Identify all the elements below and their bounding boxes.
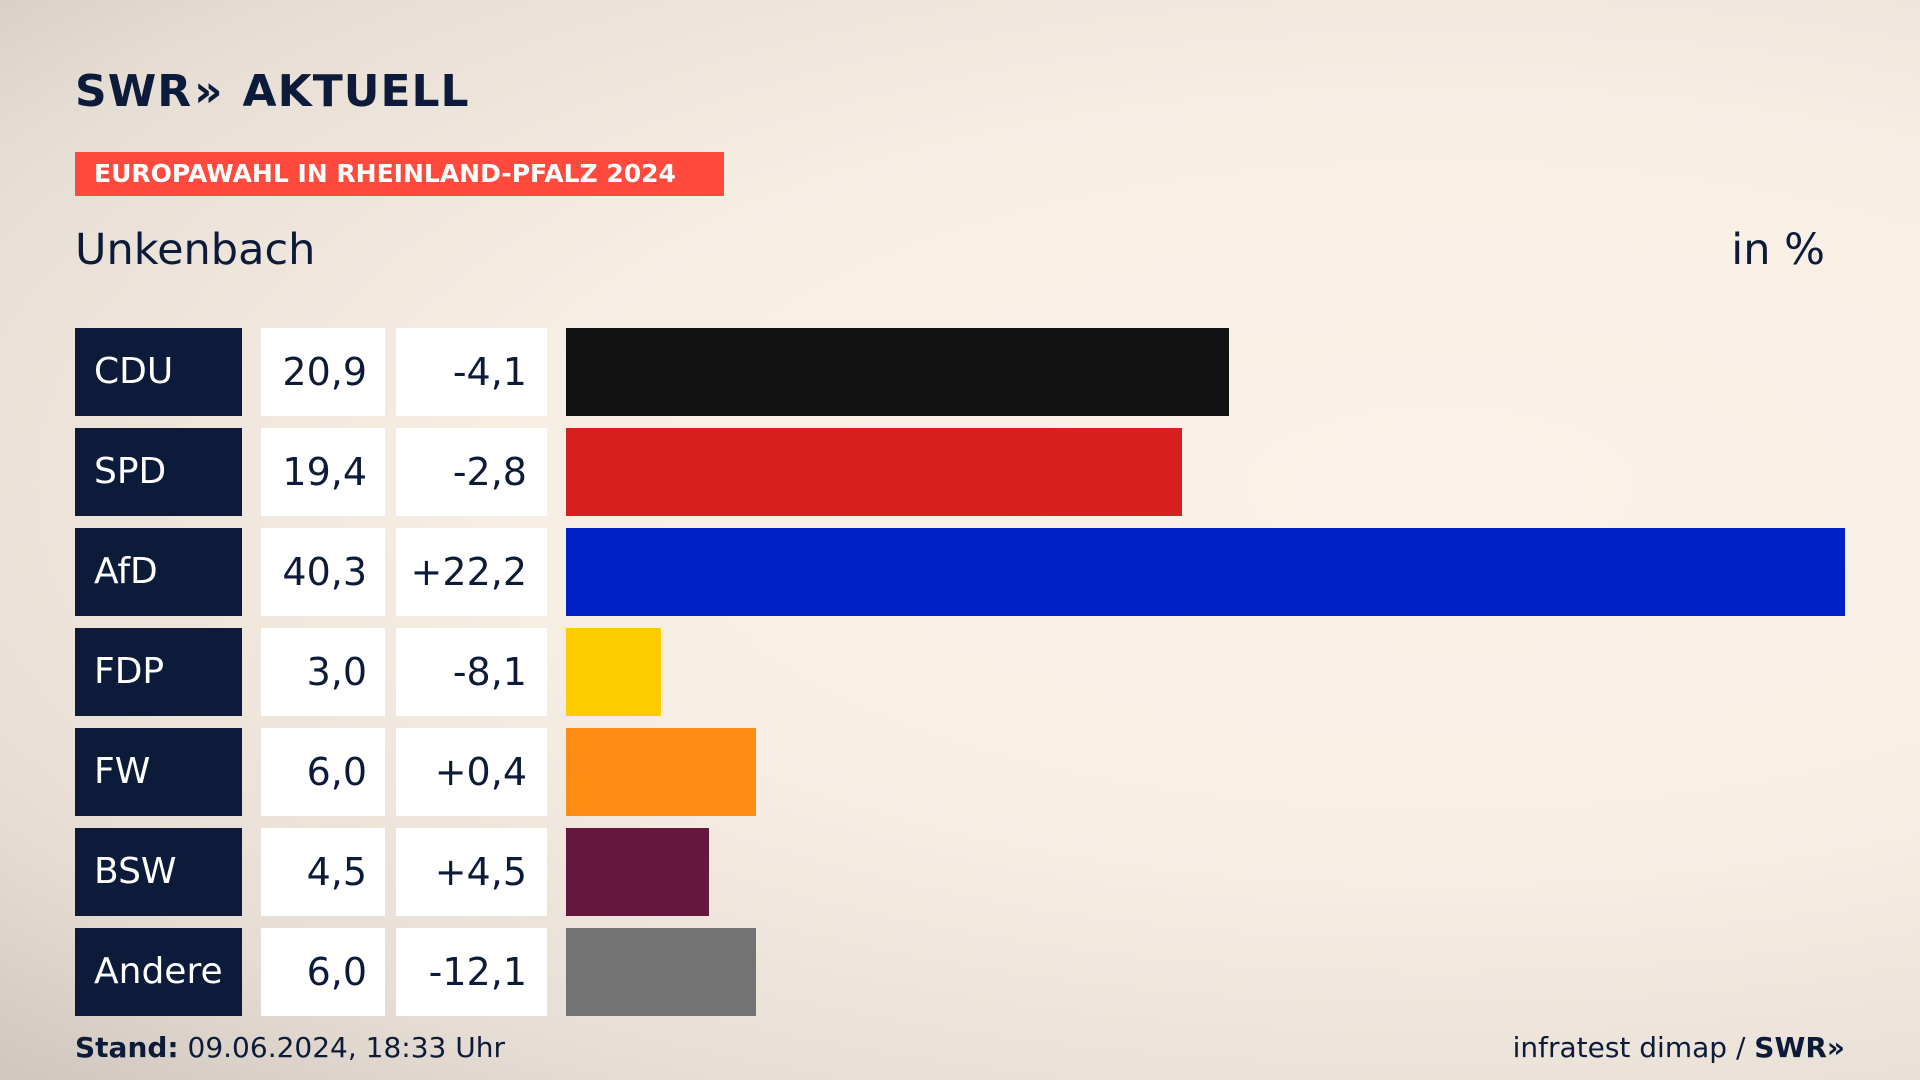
footer-source: infratest dimap / SWR» [1513, 1028, 1845, 1068]
bar-fw [566, 728, 756, 816]
stand-label: Stand: [75, 1031, 179, 1064]
election-banner: EUROPAWAHL IN RHEINLAND-PFALZ 2024 [75, 152, 724, 196]
diff-label-fw: +0,4 [396, 728, 547, 816]
value-label-fw: 6,0 [261, 728, 385, 816]
stand-value: 09.06.2024, 18:33 Uhr [187, 1031, 505, 1064]
party-label-fw: FW [75, 728, 242, 816]
diff-label-bsw: +4,5 [396, 828, 547, 916]
value-label-spd: 19,4 [261, 428, 385, 516]
party-label-cdu: CDU [75, 328, 242, 416]
party-label-andere: Andere [75, 928, 242, 1016]
logo-aktuell: AKTUELL [242, 66, 470, 117]
swr-aktuell-logo: SWR» AKTUELL [75, 62, 470, 122]
value-label-bsw: 4,5 [261, 828, 385, 916]
bar-cdu [566, 328, 1229, 416]
diff-label-cdu: -4,1 [396, 328, 547, 416]
logo-swr: SWR [75, 66, 193, 117]
diff-label-andere: -12,1 [396, 928, 547, 1016]
location-title: Unkenbach [75, 225, 316, 275]
diff-label-spd: -2,8 [396, 428, 547, 516]
party-label-spd: SPD [75, 428, 242, 516]
source-text: infratest dimap / [1512, 1031, 1746, 1064]
party-label-bsw: BSW [75, 828, 242, 916]
value-label-cdu: 20,9 [261, 328, 385, 416]
value-label-fdp: 3,0 [261, 628, 385, 716]
value-label-andere: 6,0 [261, 928, 385, 1016]
party-label-afd: AfD [75, 528, 242, 616]
bar-bsw [566, 828, 709, 916]
swr-mini-logo: SWR» [1754, 1031, 1845, 1064]
diff-label-fdp: -8,1 [396, 628, 547, 716]
bar-andere [566, 928, 756, 1016]
footer-stand: Stand: 09.06.2024, 18:33 Uhr [75, 1028, 505, 1068]
diff-label-afd: +22,2 [396, 528, 547, 616]
bar-fdp [566, 628, 661, 716]
value-label-afd: 40,3 [261, 528, 385, 616]
bar-spd [566, 428, 1182, 516]
bar-afd [566, 528, 1845, 616]
unit-label: in % [1731, 225, 1825, 275]
party-label-fdp: FDP [75, 628, 242, 716]
